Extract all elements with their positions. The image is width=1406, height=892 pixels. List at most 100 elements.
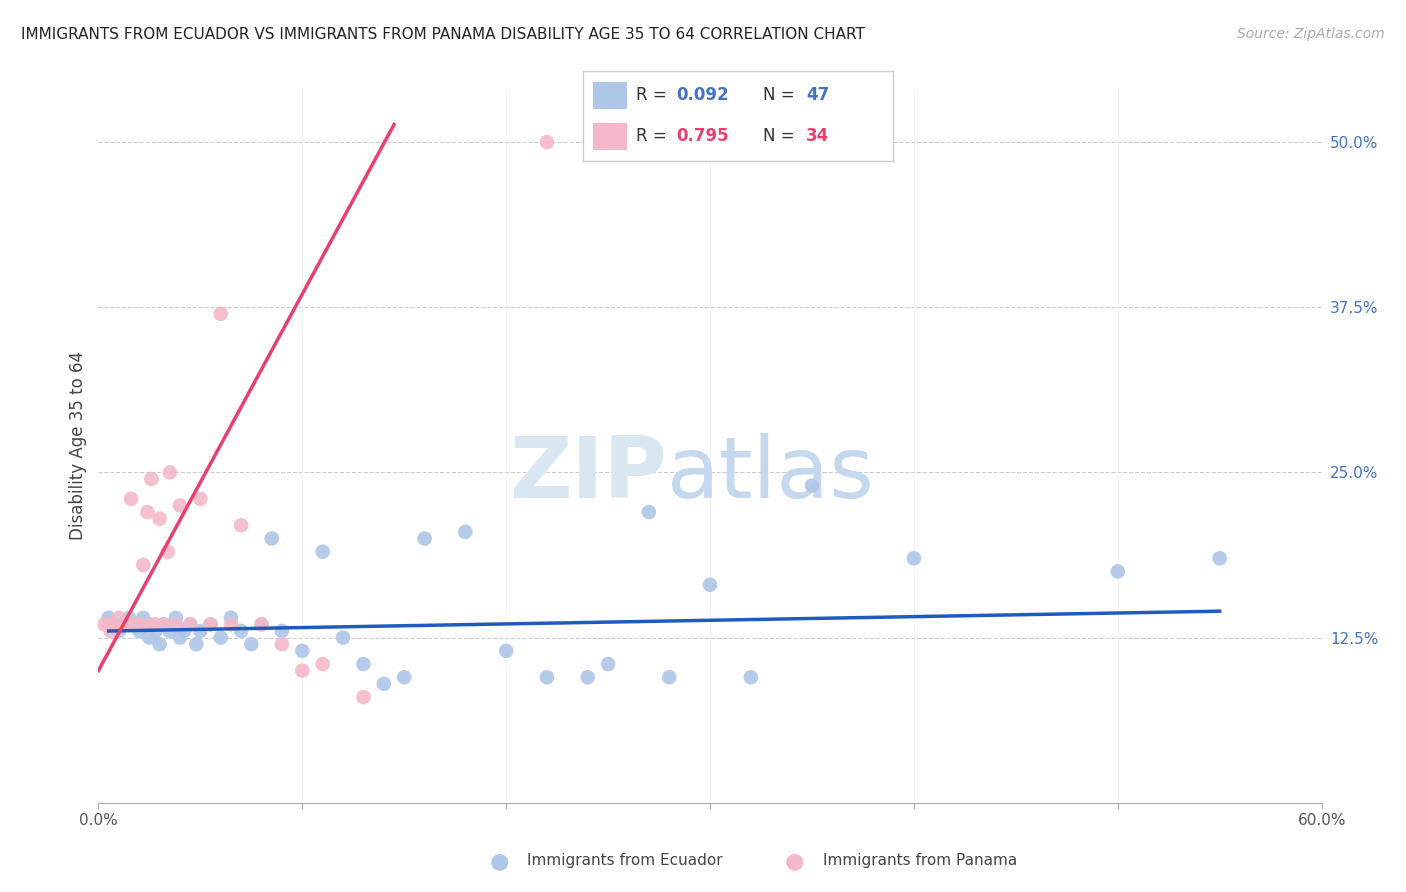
Point	[332, 631, 354, 645]
Point	[124, 617, 146, 632]
Point	[188, 624, 212, 638]
Point	[598, 657, 620, 671]
Point	[152, 617, 174, 632]
Point	[699, 578, 721, 592]
Point	[240, 637, 263, 651]
Point	[165, 611, 187, 625]
Point	[801, 478, 824, 492]
Point	[454, 524, 477, 539]
Point	[145, 617, 167, 632]
Point	[373, 677, 395, 691]
Point	[270, 624, 294, 638]
Text: atlas: atlas	[668, 433, 875, 516]
Point	[152, 617, 174, 632]
Text: N =: N =	[763, 128, 800, 145]
Point	[120, 491, 142, 506]
Text: R =: R =	[636, 87, 672, 104]
Text: 34: 34	[806, 128, 830, 145]
Point	[108, 611, 131, 625]
Point	[173, 624, 195, 638]
Point	[169, 499, 191, 513]
Point	[114, 617, 136, 632]
Point	[1107, 565, 1129, 579]
Text: ●: ●	[785, 851, 804, 871]
Point	[740, 670, 762, 684]
Point	[270, 637, 294, 651]
Text: 0.092: 0.092	[676, 87, 728, 104]
Point	[413, 532, 436, 546]
Point	[903, 551, 925, 566]
Point	[149, 637, 172, 651]
Point	[156, 545, 179, 559]
Point	[111, 617, 134, 632]
Point	[219, 617, 242, 632]
Point	[291, 644, 314, 658]
Point	[200, 617, 222, 632]
Point	[118, 617, 141, 632]
Point	[136, 505, 159, 519]
Point	[1209, 551, 1232, 566]
Point	[93, 617, 115, 632]
Text: N =: N =	[763, 87, 800, 104]
Point	[250, 617, 273, 632]
Point	[159, 466, 181, 480]
Point	[124, 617, 146, 632]
Point	[186, 637, 208, 651]
Text: R =: R =	[636, 128, 672, 145]
Point	[188, 491, 212, 506]
Point	[165, 617, 187, 632]
Point	[108, 624, 131, 638]
Bar	[593, 123, 627, 150]
Point	[219, 611, 242, 625]
Point	[128, 624, 150, 638]
Point	[495, 644, 517, 658]
Text: Source: ZipAtlas.com: Source: ZipAtlas.com	[1237, 27, 1385, 41]
Text: 47: 47	[806, 87, 830, 104]
Point	[104, 617, 127, 632]
Text: ●: ●	[489, 851, 509, 871]
Point	[536, 135, 558, 149]
Point	[291, 664, 314, 678]
Point	[149, 511, 172, 525]
Point	[536, 670, 558, 684]
Point	[100, 624, 122, 638]
Point	[312, 545, 335, 559]
Point	[179, 617, 201, 632]
Point	[118, 611, 141, 625]
Y-axis label: Disability Age 35 to 64: Disability Age 35 to 64	[69, 351, 87, 541]
Point	[231, 624, 253, 638]
Point	[250, 617, 273, 632]
Point	[392, 670, 416, 684]
Text: ZIP: ZIP	[509, 433, 668, 516]
Text: 0.795: 0.795	[676, 128, 728, 145]
Point	[209, 307, 232, 321]
Point	[104, 617, 127, 632]
Point	[179, 617, 201, 632]
Text: Immigrants from Ecuador: Immigrants from Ecuador	[527, 854, 723, 868]
Text: IMMIGRANTS FROM ECUADOR VS IMMIGRANTS FROM PANAMA DISABILITY AGE 35 TO 64 CORREL: IMMIGRANTS FROM ECUADOR VS IMMIGRANTS FR…	[21, 27, 865, 42]
Point	[312, 657, 335, 671]
Point	[352, 657, 374, 671]
Point	[97, 611, 120, 625]
Point	[352, 690, 374, 704]
Point	[576, 670, 599, 684]
Text: Immigrants from Panama: Immigrants from Panama	[823, 854, 1017, 868]
Point	[159, 624, 181, 638]
Point	[145, 624, 167, 638]
Point	[638, 505, 661, 519]
Point	[169, 631, 191, 645]
Point	[138, 617, 160, 632]
Point	[209, 631, 232, 645]
Bar	[593, 82, 627, 109]
Point	[141, 472, 163, 486]
Point	[200, 617, 222, 632]
Point	[97, 617, 120, 632]
Point	[138, 617, 160, 632]
Point	[128, 617, 150, 632]
Point	[138, 631, 160, 645]
Point	[231, 518, 253, 533]
Point	[260, 532, 283, 546]
Point	[132, 611, 155, 625]
Point	[658, 670, 681, 684]
Point	[132, 558, 155, 572]
